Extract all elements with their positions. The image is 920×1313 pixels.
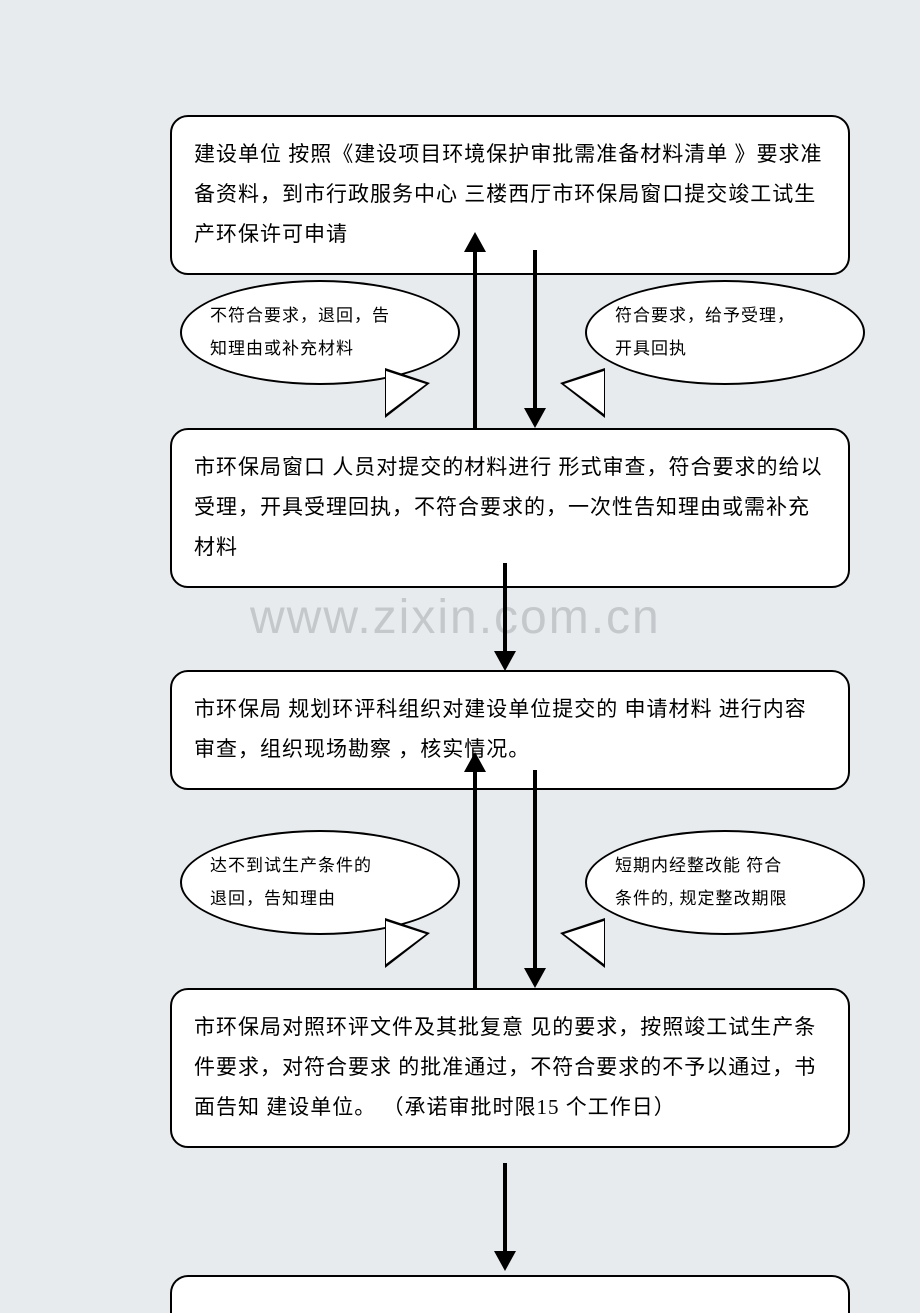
callout-reject-2-line1: 达不到试生产条件的 [210,850,430,882]
callout-reject-2: 达不到试生产条件的 退回，告知理由 [180,830,460,935]
watermark: www.zixin.com.cn [250,590,661,645]
process-node-2-text: 市环保局窗口 人员对提交的材料进行 形式审查，符合要求的给以受理，开具受理回执，… [194,448,826,568]
process-node-4: 市环保局对照环评文件及其批复意 见的要求，按照竣工试生产条件要求，对符合要求 的… [170,988,850,1148]
process-node-3: 市环保局 规划环评科组织对建设单位提交的 申请材料 进行内容审查，组织现场勘察 … [170,670,850,790]
flowchart-container: 建设单位 按照《建设项目环境保护审批需准备材料清单 》要求准备资料，到市行政服务… [0,0,920,1302]
callout-accept-1: 符合要求，给予受理， 开具回执 [585,280,865,385]
callout-rectify-line2: 条件的, 规定整改期限 [615,883,835,915]
callout-rectify: 短期内经整改能 符合 条件的, 规定整改期限 [585,830,865,935]
callout-reject-1-line2: 知理由或补充材料 [210,333,430,365]
callout-accept-1-line1: 符合要求，给予受理， [615,300,835,332]
process-node-5-partial [170,1275,850,1313]
callout-reject-1-line1: 不符合要求，退回，告 [210,300,430,332]
callout-reject-1: 不符合要求，退回，告 知理由或补充材料 [180,280,460,385]
callout-rectify-line1: 短期内经整改能 符合 [615,850,835,882]
process-node-1: 建设单位 按照《建设项目环境保护审批需准备材料清单 》要求准备资料，到市行政服务… [170,115,850,275]
callout-accept-1-line2: 开具回执 [615,333,835,365]
process-node-4-text: 市环保局对照环评文件及其批复意 见的要求，按照竣工试生产条件要求，对符合要求 的… [194,1008,826,1128]
callout-reject-2-line2: 退回，告知理由 [210,883,430,915]
process-node-3-text: 市环保局 规划环评科组织对建设单位提交的 申请材料 进行内容审查，组织现场勘察 … [194,690,826,770]
process-node-2: 市环保局窗口 人员对提交的材料进行 形式审查，符合要求的给以受理，开具受理回执，… [170,428,850,588]
process-node-1-text: 建设单位 按照《建设项目环境保护审批需准备材料清单 》要求准备资料，到市行政服务… [194,135,826,255]
